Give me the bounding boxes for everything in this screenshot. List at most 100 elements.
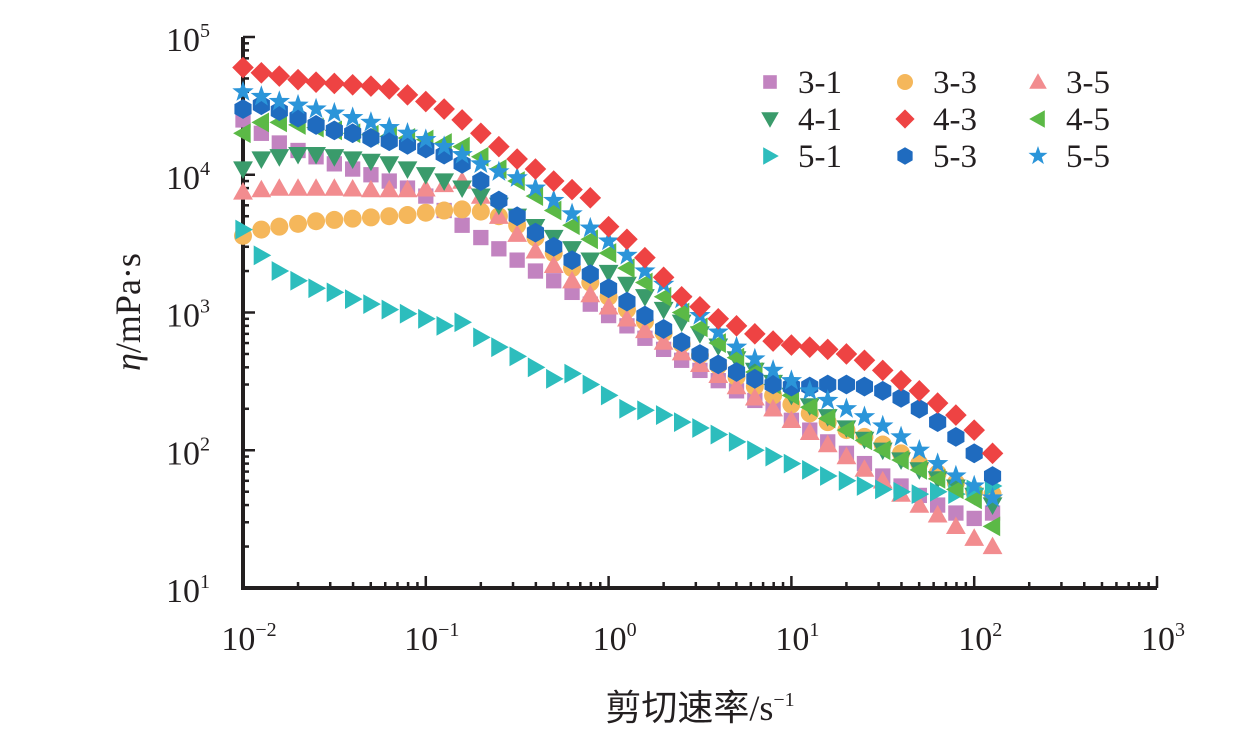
data-point bbox=[525, 241, 546, 259]
data-point bbox=[472, 171, 490, 191]
data-point bbox=[418, 308, 436, 329]
data-point bbox=[670, 286, 693, 308]
data-point bbox=[563, 250, 581, 271]
data-point bbox=[343, 209, 362, 228]
data-point bbox=[250, 61, 273, 84]
data-point bbox=[580, 252, 601, 271]
data-point bbox=[471, 202, 490, 221]
data-point bbox=[653, 301, 674, 320]
legend-label: 3-1 bbox=[798, 65, 842, 101]
data-point bbox=[727, 362, 746, 382]
data-point bbox=[341, 73, 364, 96]
data-point bbox=[342, 178, 363, 197]
data-point bbox=[927, 468, 946, 489]
legend-marker-diamond-icon bbox=[895, 109, 915, 129]
x-tick-label: 10−1 bbox=[404, 619, 459, 658]
data-point bbox=[326, 282, 345, 303]
data-point bbox=[637, 400, 655, 421]
data-point bbox=[506, 148, 528, 170]
legend-label: 5-5 bbox=[1066, 139, 1110, 175]
data-point bbox=[964, 489, 982, 510]
data-point bbox=[251, 179, 272, 198]
y-axis-title: η/mPa·s bbox=[108, 253, 148, 371]
data-point bbox=[233, 161, 253, 179]
data-point bbox=[690, 317, 708, 338]
data-point bbox=[397, 161, 418, 179]
data-point bbox=[433, 135, 455, 156]
series-3-1 bbox=[235, 112, 1001, 527]
data-point bbox=[271, 261, 290, 281]
data-point bbox=[965, 443, 983, 464]
data-point bbox=[982, 536, 1003, 555]
legend-item: 3-5 bbox=[1029, 65, 1110, 101]
data-point bbox=[617, 258, 635, 279]
data-point bbox=[324, 149, 345, 167]
data-point bbox=[323, 72, 346, 95]
data-point bbox=[527, 357, 546, 378]
data-point bbox=[854, 459, 875, 477]
x-tick-label: 103 bbox=[1141, 619, 1185, 658]
data-point bbox=[725, 335, 748, 357]
data-point bbox=[653, 286, 672, 307]
data-point bbox=[307, 212, 326, 231]
series-5-1 bbox=[235, 219, 1003, 505]
legend-marker-square-icon bbox=[763, 75, 777, 89]
legend-item: 3-1 bbox=[763, 65, 842, 101]
legend-item: 4-3 bbox=[895, 102, 977, 138]
y-tick-label: 105 bbox=[166, 20, 210, 59]
data-point bbox=[855, 376, 874, 397]
y-tick-labels: 101 102 103 104 105 bbox=[166, 20, 210, 610]
data-point bbox=[910, 398, 928, 419]
data-point bbox=[579, 187, 602, 209]
data-point bbox=[616, 228, 638, 251]
data-point bbox=[415, 167, 436, 185]
data-point bbox=[526, 222, 545, 243]
data-point bbox=[380, 207, 399, 226]
data-point bbox=[799, 379, 821, 400]
data-point bbox=[963, 474, 985, 496]
data-point bbox=[981, 442, 1004, 465]
data-point bbox=[762, 359, 784, 380]
data-point bbox=[600, 385, 619, 406]
data-point bbox=[305, 97, 327, 119]
data-point bbox=[710, 424, 729, 445]
legend-marker-triangle-up-icon bbox=[1029, 73, 1047, 89]
data-point bbox=[546, 368, 564, 389]
data-point bbox=[378, 78, 401, 100]
data-point bbox=[781, 410, 802, 428]
data-point bbox=[323, 101, 346, 123]
data-point bbox=[507, 224, 528, 242]
legend-label: 4-3 bbox=[933, 102, 977, 138]
data-point bbox=[817, 434, 838, 453]
data-point bbox=[490, 190, 508, 211]
data-point bbox=[725, 315, 748, 337]
data-point bbox=[546, 273, 562, 289]
data-point bbox=[579, 216, 601, 238]
data-point bbox=[945, 516, 966, 535]
data-point bbox=[947, 427, 965, 447]
data-point bbox=[527, 263, 544, 279]
data-point bbox=[488, 135, 510, 158]
data-point bbox=[361, 208, 380, 227]
y-tick-label: 102 bbox=[166, 433, 210, 472]
data-point bbox=[396, 122, 419, 143]
legend-item: 5-3 bbox=[897, 139, 977, 175]
data-point bbox=[543, 255, 564, 273]
data-point bbox=[564, 284, 580, 301]
data-point bbox=[509, 252, 525, 268]
data-point bbox=[234, 99, 252, 119]
data-point bbox=[582, 374, 601, 395]
data-point bbox=[707, 320, 729, 342]
legend-marker-star-icon bbox=[1028, 146, 1048, 165]
data-point bbox=[271, 135, 287, 151]
legend-item: 3-3 bbox=[897, 65, 977, 101]
x-tick-label: 101 bbox=[775, 619, 819, 658]
data-point bbox=[451, 109, 473, 131]
data-point bbox=[600, 278, 618, 299]
legend-label: 3-3 bbox=[933, 65, 977, 101]
data-point bbox=[453, 200, 472, 219]
data-point bbox=[673, 332, 691, 352]
data-point bbox=[964, 528, 985, 546]
data-point bbox=[747, 440, 765, 461]
